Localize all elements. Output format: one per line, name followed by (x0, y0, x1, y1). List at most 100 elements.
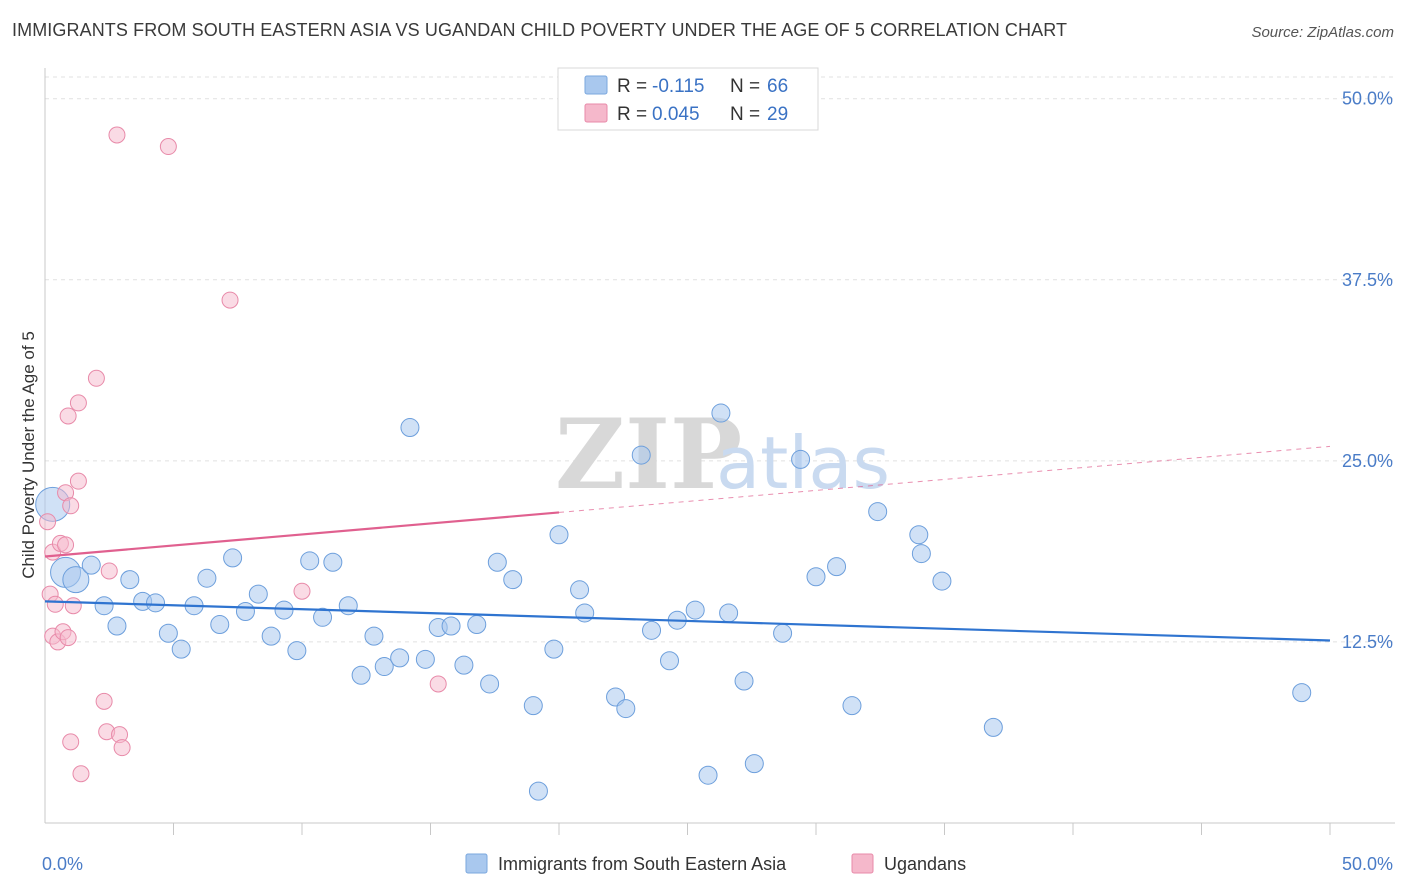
data-point-immigrants (62, 566, 90, 594)
data-point-immigrants (631, 445, 651, 465)
y-tick-labels: 12.5% 25.0% 37.5% 50.0% (1342, 89, 1393, 652)
data-point-immigrants (711, 403, 731, 423)
data-point-immigrants (868, 502, 888, 522)
data-point-immigrants (261, 626, 281, 646)
data-point-immigrants (467, 615, 487, 635)
legend-r-label: R = (617, 104, 647, 125)
data-point-immigrants (932, 571, 952, 591)
data-point-immigrants (549, 525, 569, 545)
x-tick-label: 0.0% (42, 854, 83, 874)
data-point-immigrants (570, 580, 590, 600)
data-point-immigrants (287, 641, 307, 661)
x-tick-label: 50.0% (1342, 854, 1393, 874)
series-ugandans-points (39, 126, 447, 783)
data-point-immigrants (806, 567, 826, 587)
legend-r-value: -0.115 (652, 76, 704, 97)
data-point-immigrants (827, 557, 847, 577)
legend-r-label: R = (617, 76, 647, 97)
data-point-immigrants (734, 671, 754, 691)
data-point-ugandans (72, 765, 90, 783)
data-point-ugandans (59, 629, 77, 647)
trend-line-ugandans (44, 511, 560, 558)
data-point-immigrants (454, 655, 474, 675)
data-point-immigrants (323, 552, 343, 572)
data-point-ugandans (100, 562, 118, 580)
data-point-immigrants (773, 623, 793, 643)
data-point-immigrants (235, 602, 255, 622)
data-point-immigrants (480, 674, 500, 694)
data-point-immigrants (642, 620, 662, 640)
chart-title: IMMIGRANTS FROM SOUTH EASTERN ASIA VS UG… (12, 20, 1068, 40)
data-point-immigrants (338, 596, 358, 616)
data-point-immigrants (374, 657, 394, 677)
legend-bottom-swatch-blue (465, 853, 488, 874)
data-point-immigrants (313, 607, 333, 627)
legend-swatch-blue (584, 75, 608, 95)
legend-n-value: 29 (767, 104, 788, 125)
data-point-ugandans (46, 595, 64, 613)
data-point-ugandans (221, 291, 239, 309)
legend-bottom: Immigrants from South Eastern Asia Ugand… (465, 853, 966, 874)
data-point-immigrants (248, 584, 268, 604)
data-point-immigrants (909, 525, 929, 545)
trend-line-ugandans-extension (558, 445, 1331, 513)
data-point-immigrants (544, 639, 564, 659)
y-tick-label: 50.0% (1342, 89, 1393, 109)
data-point-immigrants (351, 665, 371, 685)
data-point-ugandans (39, 513, 57, 531)
series-immigrants-points (35, 403, 1312, 801)
data-point-immigrants (81, 555, 101, 575)
data-point-immigrants (197, 568, 217, 588)
data-point-immigrants (400, 418, 420, 438)
data-point-immigrants (1292, 683, 1312, 703)
x-tick-labels: 0.0% 50.0% (42, 854, 1393, 874)
data-point-immigrants (523, 696, 543, 716)
data-point-immigrants (616, 699, 636, 719)
data-point-immigrants (528, 781, 548, 801)
data-point-ugandans (108, 126, 126, 144)
y-tick-label: 37.5% (1342, 270, 1393, 290)
legend-top: R = -0.115 N = 66 R = 0.045 N = 29 (557, 67, 819, 131)
data-point-ugandans (95, 692, 113, 710)
y-tick-label: 12.5% (1342, 632, 1393, 652)
legend-n-label: N = (730, 76, 760, 97)
legend-n-value: 66 (767, 76, 788, 97)
data-point-ugandans (57, 536, 75, 554)
data-point-immigrants (911, 544, 931, 564)
legend-swatch-pink (584, 103, 608, 123)
data-point-immigrants (698, 765, 718, 785)
data-point-ugandans (69, 394, 87, 412)
data-point-immigrants (158, 623, 178, 643)
data-point-immigrants (210, 615, 230, 635)
data-point-immigrants (223, 548, 243, 568)
data-point-immigrants (685, 600, 705, 620)
data-point-immigrants (146, 593, 166, 613)
data-point-ugandans (159, 138, 177, 156)
data-point-ugandans (293, 582, 311, 600)
grid-lines (45, 76, 1395, 643)
data-point-ugandans (69, 472, 87, 490)
data-point-ugandans (429, 675, 447, 693)
data-point-ugandans (62, 497, 80, 515)
data-point-immigrants (364, 626, 384, 646)
data-point-ugandans (64, 597, 82, 615)
data-point-ugandans (87, 369, 105, 387)
data-point-immigrants (441, 616, 461, 636)
axes (44, 68, 1395, 835)
data-point-immigrants (171, 639, 191, 659)
trend-line-immigrants (44, 600, 1331, 642)
legend-r-value: 0.045 (652, 104, 700, 125)
data-point-ugandans (113, 739, 131, 757)
data-point-immigrants (575, 603, 595, 623)
data-point-immigrants (120, 570, 140, 590)
data-point-immigrants (390, 648, 410, 668)
data-point-immigrants (415, 649, 435, 669)
data-point-immigrants (274, 600, 294, 620)
data-point-immigrants (94, 596, 114, 616)
data-point-immigrants (983, 717, 1003, 737)
legend-n-label: N = (730, 104, 760, 125)
data-point-immigrants (791, 449, 811, 469)
data-point-immigrants (487, 552, 507, 572)
data-point-ugandans (62, 733, 80, 751)
data-point-immigrants (660, 651, 680, 671)
